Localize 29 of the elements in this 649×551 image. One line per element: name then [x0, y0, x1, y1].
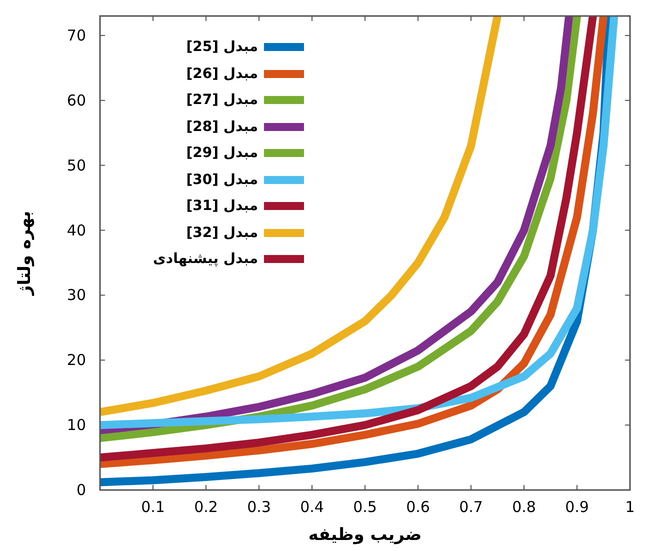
x-tick-label: 0.5 — [353, 498, 377, 516]
legend-label: مبدل [26] — [186, 66, 258, 82]
x-tick-label: 0.1 — [141, 498, 165, 516]
y-tick-label: 30 — [66, 286, 86, 304]
y-axis-title: بهره ولتاژ — [15, 210, 35, 296]
x-tick-label: 1 — [625, 498, 635, 516]
x-tick-label: 0.3 — [247, 498, 271, 516]
legend-label: مبدل [32] — [186, 224, 258, 241]
x-tick-label: 0.7 — [459, 498, 483, 516]
y-tick-label: 0 — [76, 481, 86, 499]
y-tick-label: 10 — [66, 416, 86, 434]
legend-label: مبدل [31] — [186, 198, 258, 214]
y-tick-label: 60 — [66, 91, 86, 110]
x-tick-label: 0.8 — [512, 498, 536, 516]
y-tick-label: 70 — [66, 26, 86, 44]
legend-label: مبدل [25] — [186, 39, 258, 56]
legend-label: مبدل پیشنهادی — [153, 251, 258, 268]
x-tick-label: 0.6 — [406, 498, 430, 516]
x-axis-title: ضریب وظیفه — [308, 525, 422, 545]
legend-label: مبدل [30] — [186, 172, 258, 188]
legend-label: مبدل [28] — [186, 118, 258, 135]
y-tick-label: 20 — [66, 351, 86, 370]
x-tick-label: 0.9 — [565, 498, 589, 516]
y-tick-label: 50 — [66, 156, 86, 174]
y-tick-label: 40 — [66, 221, 86, 240]
x-tick-label: 0.2 — [194, 498, 218, 516]
x-tick-label: 0.4 — [300, 498, 324, 516]
legend-label: مبدل [29] — [186, 145, 258, 162]
legend-label: مبدل [27] — [186, 92, 258, 108]
